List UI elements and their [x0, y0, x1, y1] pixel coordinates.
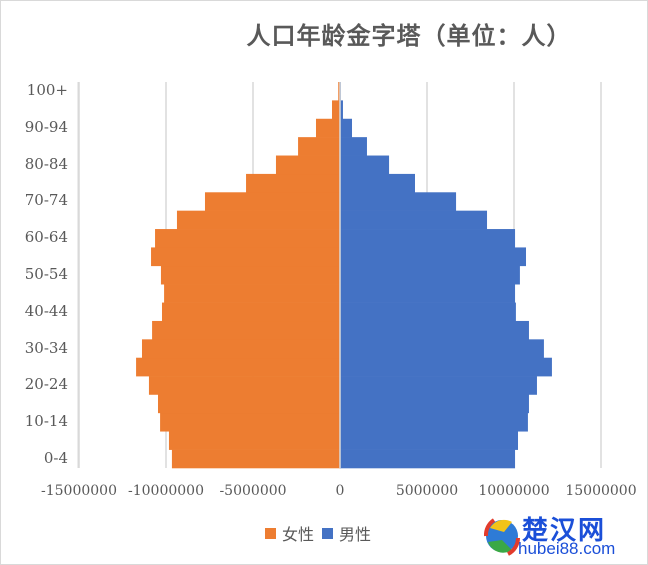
y-tick-label: 50-54 [24, 265, 68, 283]
y-tick-label: 90-94 [24, 117, 68, 136]
y-tick-label: 80-84 [24, 154, 68, 173]
bar-female-65-69 [176, 210, 340, 230]
bar-male-5-9 [340, 431, 519, 450]
bar-female-35-39 [152, 320, 340, 340]
bar-female-0-4 [171, 449, 340, 469]
bar-female-90-94 [315, 118, 340, 138]
bar-female-55-59 [151, 247, 340, 267]
x-tick-label: 10000000 [478, 483, 550, 499]
bar-male-80-84 [340, 155, 390, 175]
y-tick-label: 10-14 [24, 412, 68, 431]
x-tick-label: 0 [335, 483, 345, 499]
bar-female-25-29 [136, 357, 340, 377]
bar-male-90-94 [340, 118, 353, 138]
x-tick-label: -10000000 [128, 483, 204, 499]
bar-male-10-14 [340, 412, 528, 432]
bar-female-20-24 [148, 376, 340, 395]
legend-swatch-male [322, 527, 334, 539]
bar-female-40-44 [161, 302, 340, 322]
x-tick-label: -15000000 [41, 483, 117, 499]
bar-male-50-54 [340, 265, 520, 285]
bar-male-0-4 [340, 449, 516, 469]
chart-title: 人口年龄金字塔（单位：人） [246, 21, 572, 50]
y-tick-label: 70-74 [24, 191, 68, 210]
bar-male-65-69 [340, 210, 488, 230]
bar-male-85-89 [340, 137, 367, 156]
bar-male-35-39 [340, 320, 529, 340]
bar-male-70-74 [340, 192, 457, 211]
bar-male-40-44 [340, 302, 516, 322]
watermark-logo: 楚汉网 hubei88.com [482, 512, 642, 560]
bar-female-95-99 [331, 100, 340, 120]
bar-female-85-89 [298, 137, 340, 156]
bar-female-10-14 [160, 412, 340, 432]
bar-male-15-19 [340, 394, 529, 414]
legend: 女性 男性 [265, 521, 371, 545]
bar-female-60-64 [155, 229, 340, 248]
legend-label-male: 男性 [339, 525, 372, 544]
bar-female-70-74 [204, 192, 340, 211]
y-tick-label: 30-34 [24, 338, 68, 357]
bar-male-25-29 [340, 357, 552, 377]
bar-male-20-24 [340, 376, 537, 395]
bar-female-80-84 [275, 155, 340, 175]
bar-male-30-34 [340, 339, 544, 359]
bar-female-45-49 [164, 284, 340, 303]
bar-female-50-54 [160, 265, 340, 285]
y-tick-label: 0-4 [43, 448, 68, 467]
bar-female-75-79 [246, 173, 340, 193]
y-tick-label: 40-44 [24, 301, 68, 320]
bar-male-55-59 [340, 247, 527, 267]
bar-female-15-19 [157, 394, 340, 414]
bar-male-95-99 [340, 100, 343, 120]
globe-icon [483, 518, 520, 556]
x-tick-label: 15000000 [565, 483, 637, 499]
bar-female-100+ [338, 82, 340, 101]
legend-swatch-female [265, 527, 276, 539]
bar-male-45-49 [340, 284, 516, 303]
y-tick-label: 100+ [26, 81, 68, 100]
watermark-text-cn: 楚汉网 [522, 516, 607, 546]
x-tick-label: -5000000 [219, 483, 287, 499]
y-tick-label: 60-64 [24, 228, 68, 247]
y-tick-label: 20-24 [24, 375, 68, 394]
bar-male-75-79 [340, 173, 415, 193]
legend-label-female: 女性 [282, 525, 315, 544]
bar-female-5-9 [168, 431, 340, 450]
watermark-text-en: hubei88.com [518, 539, 616, 558]
x-tick-label: 5000000 [395, 483, 459, 499]
bar-male-60-64 [340, 229, 516, 248]
bar-female-30-34 [141, 339, 340, 359]
